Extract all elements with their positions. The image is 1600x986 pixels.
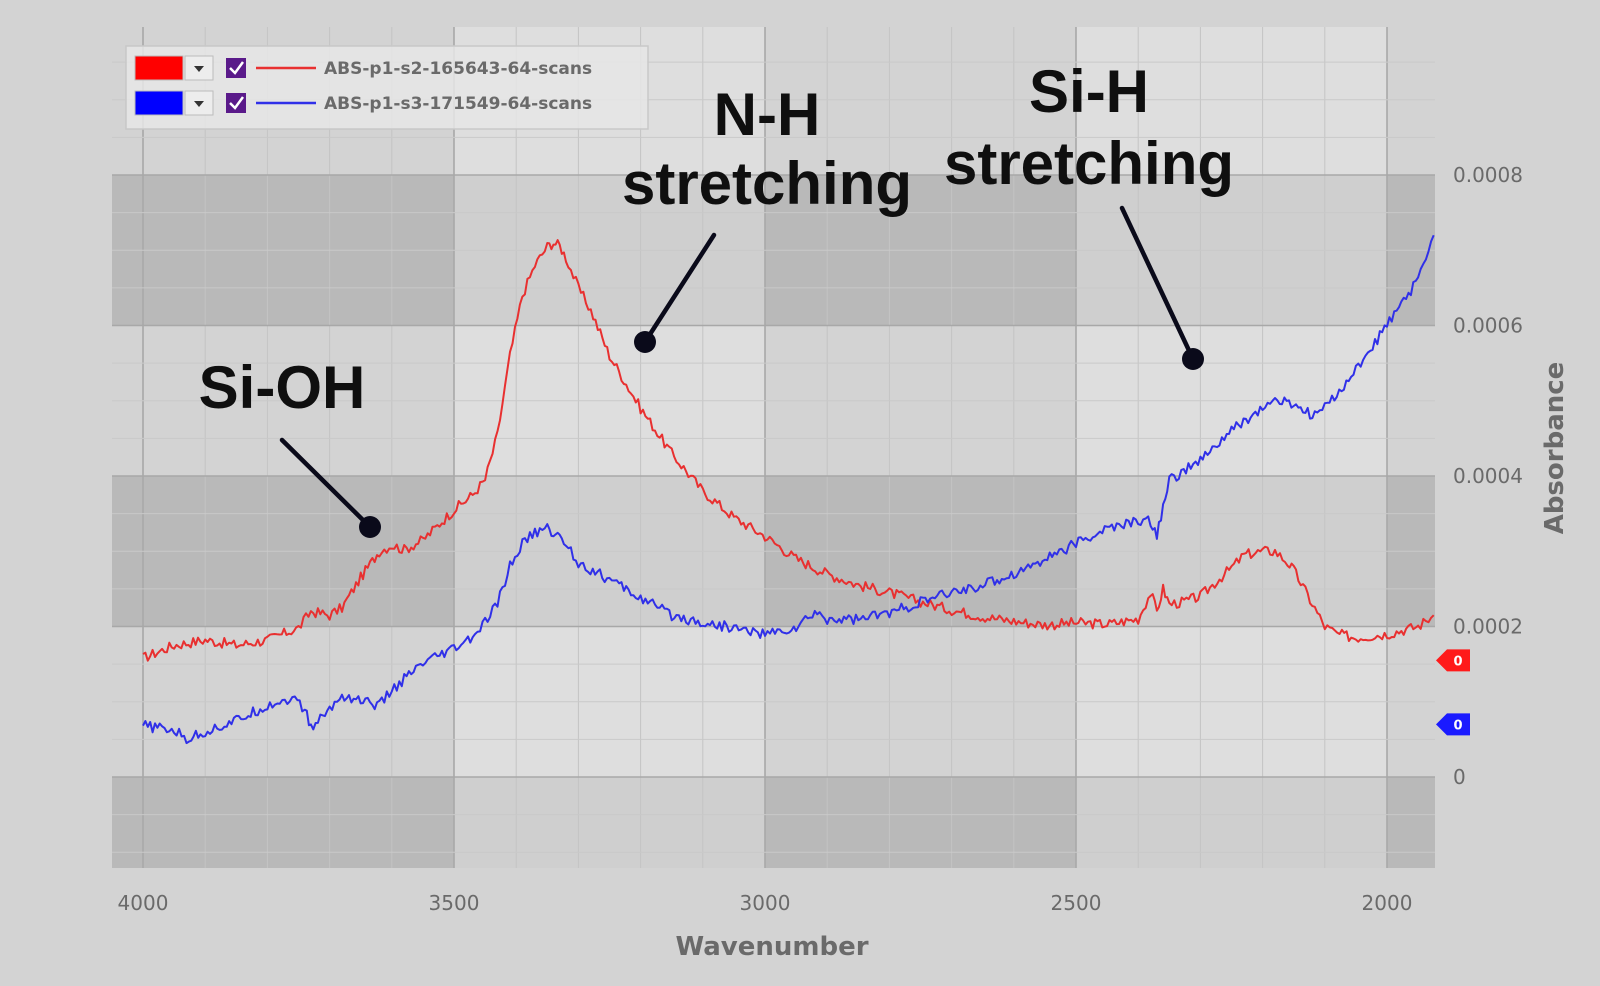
marker-label: 0	[1453, 718, 1462, 733]
annotation-label: stretching	[622, 150, 912, 217]
series-lines	[142, 234, 1435, 745]
plot-band	[1387, 777, 1435, 868]
series-color-swatch[interactable]	[134, 90, 184, 116]
annotation: Si-OH	[199, 354, 381, 538]
chevron-down-icon	[194, 66, 204, 72]
plot-band	[765, 777, 1076, 868]
legend: ABS-p1-s2-165643-64-scans ABS-p1-s3-1715…	[125, 45, 649, 130]
marker-label: 0	[1453, 654, 1462, 669]
y-axis-title: Absorbance	[1540, 362, 1570, 535]
y-tick-label: 0.0004	[1453, 464, 1523, 488]
marker-tag	[1436, 713, 1470, 736]
plot-band	[765, 27, 1076, 175]
y-tick-label: 0.0006	[1453, 314, 1523, 338]
annotation-pointer-line	[279, 437, 373, 530]
plot-band	[454, 777, 765, 868]
annotation-label: Si-OH	[199, 354, 366, 421]
annotation-pointer-dot	[634, 331, 656, 353]
series-visibility-checkbox[interactable]	[226, 58, 246, 78]
chevron-down-icon	[194, 101, 204, 107]
grid-lines	[112, 27, 1435, 868]
series-line	[142, 239, 1435, 662]
legend-label: ABS-p1-s2-165643-64-scans	[324, 59, 592, 79]
x-tick-label: 2500	[1051, 891, 1102, 915]
legend-item: ABS-p1-s2-165643-64-scans	[134, 55, 592, 81]
legend-label: ABS-p1-s3-171549-64-scans	[324, 94, 592, 114]
series-offset-marker[interactable]: 0	[1436, 713, 1470, 736]
plot-band	[112, 777, 454, 868]
annotation-label: N-H	[714, 81, 821, 148]
annotation-pointer-dot	[1182, 348, 1204, 370]
series-visibility-checkbox[interactable]	[226, 93, 246, 113]
y-tick-label: 0.0008	[1453, 163, 1523, 187]
x-tick-label: 4000	[118, 891, 169, 915]
annotation-pointer-dot	[359, 516, 381, 538]
annotation-label: Si-H	[1029, 58, 1149, 125]
plot-band	[1387, 27, 1435, 175]
series-offset-marker[interactable]: 0	[1436, 649, 1470, 672]
x-axis-ticks: 4000 3500 3000 2500 2000	[118, 891, 1413, 915]
annotation-pointer-line	[642, 232, 717, 345]
plot-band	[1076, 27, 1387, 175]
legend-item: ABS-p1-s3-171549-64-scans	[134, 90, 592, 116]
plot-band	[1076, 777, 1387, 868]
y-tick-label: 0	[1453, 765, 1466, 789]
annotation-pointer-line	[1119, 205, 1196, 362]
x-tick-label: 2000	[1362, 891, 1413, 915]
x-tick-label: 3500	[429, 891, 480, 915]
y-axis-ticks: 0 0.0002 0.0004 0.0006 0.0008	[1453, 163, 1523, 789]
series-color-swatch[interactable]	[134, 55, 184, 81]
annotation-label: stretching	[944, 130, 1234, 197]
check-icon	[229, 61, 245, 75]
x-axis-title: Wavenumber	[675, 932, 868, 962]
series-line	[142, 234, 1435, 745]
check-icon	[229, 96, 245, 110]
series-offset-markers: 00	[1436, 649, 1470, 736]
marker-tag	[1436, 649, 1470, 672]
x-tick-label: 3000	[740, 891, 791, 915]
y-tick-label: 0.0002	[1453, 615, 1523, 639]
